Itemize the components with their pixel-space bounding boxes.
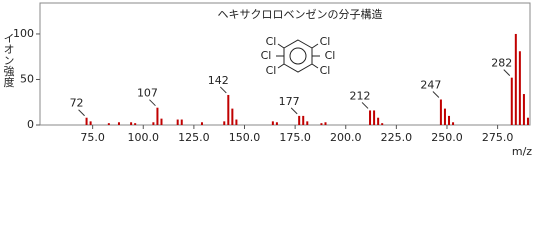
- x-tick-label: 275.0: [482, 131, 514, 144]
- peak: [298, 115, 301, 125]
- label-leader: [290, 107, 298, 115]
- peak: [160, 118, 163, 125]
- x-tick-label: 100.0: [128, 131, 160, 144]
- peak: [180, 119, 183, 125]
- peak: [134, 123, 137, 125]
- label-leader: [78, 109, 85, 117]
- x-tick-label: 225.0: [381, 131, 413, 144]
- peak-label: 212: [350, 89, 371, 102]
- peak: [117, 122, 120, 125]
- peak: [439, 99, 442, 125]
- bond: [277, 63, 285, 69]
- page: {"chart_data": { "type": "bar", "title":…: [2, 2, 533, 158]
- peak: [302, 115, 305, 125]
- peak-label: 282: [491, 57, 512, 70]
- chart-title: ヘキサクロロベンゼンの分子構造: [218, 7, 383, 21]
- y-tick-label: 0: [27, 118, 34, 131]
- peak-label: 107: [137, 87, 158, 100]
- peak: [443, 108, 446, 125]
- peak: [107, 123, 110, 125]
- x-tick-label: 200.0: [330, 131, 362, 144]
- peak-label: 142: [208, 74, 229, 87]
- peak-label: 72: [70, 97, 84, 110]
- peak: [130, 122, 133, 125]
- atom-label: Cl: [320, 35, 331, 48]
- peak: [526, 117, 529, 125]
- label-leader: [503, 69, 511, 77]
- peak: [369, 110, 372, 125]
- peak: [235, 119, 238, 125]
- peak: [320, 123, 323, 125]
- ring-circle: [289, 47, 307, 65]
- peak: [522, 94, 525, 125]
- peak: [156, 107, 159, 125]
- peak: [227, 94, 230, 125]
- peak: [231, 108, 234, 125]
- label-leader: [361, 102, 369, 109]
- peak: [518, 51, 521, 125]
- x-axis-label: m/z: [512, 145, 532, 158]
- atom-label: Cl: [266, 64, 277, 77]
- atom-label: Cl: [325, 49, 336, 62]
- peak: [275, 122, 278, 125]
- x-tick-label: 125.0: [178, 131, 210, 144]
- chart: ヘキサクロロベンゼンの分子構造 イオン強度 m/z Cl Cl Cl Cl Cl…: [2, 2, 532, 158]
- peak: [324, 122, 327, 125]
- peak: [85, 117, 88, 125]
- structure: [276, 39, 320, 73]
- peak: [510, 77, 513, 125]
- bond: [277, 43, 285, 49]
- x-tick-label: 150.0: [229, 131, 261, 144]
- peak: [306, 121, 309, 125]
- peak: [271, 121, 274, 125]
- x-tick-label: 75.0: [80, 131, 105, 144]
- peak: [223, 121, 226, 125]
- bond: [311, 63, 319, 69]
- atom-label: Cl: [266, 35, 277, 48]
- atom-label: Cl: [320, 64, 331, 77]
- bond: [311, 43, 319, 49]
- peak-label: 247: [420, 79, 441, 92]
- label-leader: [219, 86, 227, 94]
- label-leader: [432, 91, 440, 98]
- x-tick-label: 175.0: [279, 131, 311, 144]
- peak: [373, 110, 376, 125]
- peak-label: 177: [279, 95, 300, 108]
- x-tick-label: 250.0: [431, 131, 463, 144]
- peak: [200, 122, 203, 125]
- y-tick-label: 50: [20, 72, 34, 85]
- peak: [176, 119, 179, 125]
- y-axis-label: イオン強度: [2, 33, 15, 89]
- peak: [452, 122, 455, 125]
- peak: [152, 122, 155, 125]
- peak: [89, 121, 92, 125]
- atom-label: Cl: [261, 49, 272, 62]
- peak: [377, 117, 380, 125]
- peak: [448, 115, 451, 125]
- y-tick-label: 100: [13, 27, 34, 40]
- label-leader: [149, 99, 156, 107]
- peak: [381, 123, 384, 125]
- peak: [514, 33, 517, 125]
